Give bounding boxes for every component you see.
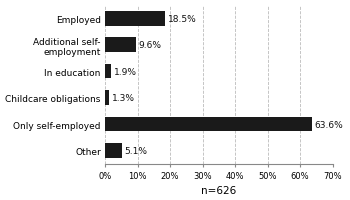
Bar [105,117,312,132]
Bar [105,91,109,105]
X-axis label: n=626: n=626 [201,185,236,195]
Text: 18.5%: 18.5% [168,15,196,24]
Text: 5.1%: 5.1% [124,146,147,155]
Bar [105,144,121,158]
Bar [105,12,165,26]
Bar [105,38,136,53]
Bar [105,65,111,79]
Text: 1.9%: 1.9% [114,67,137,76]
Text: 63.6%: 63.6% [314,120,343,129]
Text: 1.3%: 1.3% [112,94,135,103]
Text: 9.6%: 9.6% [139,41,162,50]
